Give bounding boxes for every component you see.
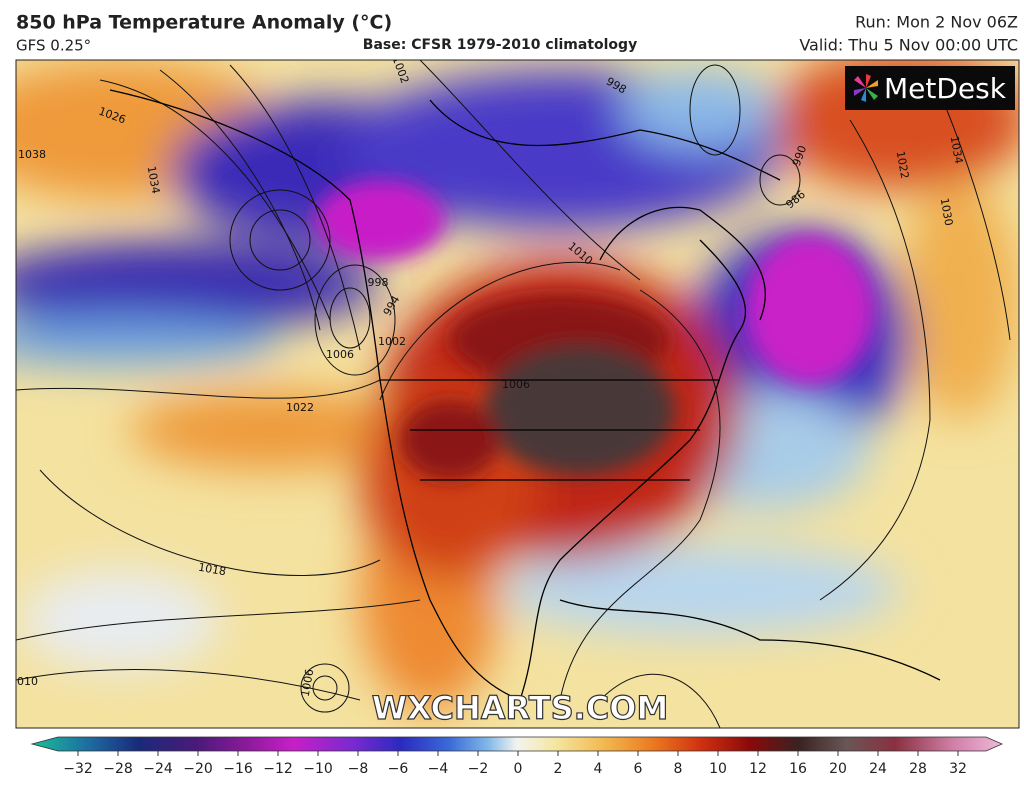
- colorbar-tick-label: 32: [949, 761, 967, 777]
- isobar-label: 1034: [145, 165, 163, 195]
- map: MetDesk 10261038103410221018100610029989…: [10, 60, 1019, 728]
- colorbar-tick-label: −24: [143, 761, 173, 777]
- map-frame: [15, 59, 1020, 729]
- colorbar-tick-label: 2: [554, 761, 563, 777]
- colorbar-tick-label: 28: [909, 761, 927, 777]
- title: 850 hPa Temperature Anomaly (°C): [16, 12, 392, 34]
- logo: MetDesk: [884, 72, 1007, 105]
- isobar-label: 1006: [326, 348, 354, 361]
- valid-label: Valid: Thu 5 Nov 00:00 UTC: [799, 36, 1018, 55]
- base-label: Base: CFSR 1979-2010 climatology: [363, 37, 637, 53]
- colorbar: [30, 736, 1003, 752]
- colorbar-tick-label: 0: [514, 761, 523, 777]
- isobar-label: 1022: [894, 150, 912, 180]
- watermark: WXCHARTS.COM: [372, 689, 669, 727]
- isobar-label: 1018: [197, 561, 227, 579]
- isobar-label: 1034: [948, 135, 966, 165]
- isobar-label: 1006: [299, 668, 317, 698]
- colorbar-tick-label: 4: [594, 761, 603, 777]
- model-label: GFS 0.25°: [16, 37, 91, 55]
- isobar-label: 998: [368, 276, 389, 289]
- isobar-label: 1030: [938, 197, 956, 227]
- colorbar-tick-label: 24: [869, 761, 887, 777]
- isobar-label: 1038: [18, 148, 46, 161]
- colorbar-tick-label: 6: [634, 761, 643, 777]
- colorbar-tick-label: 12: [749, 761, 767, 777]
- colorbar-tick-label: −10: [303, 761, 333, 777]
- colorbar-tick-label: 16: [789, 761, 807, 777]
- colorbar-tick-label: 10: [709, 761, 727, 777]
- colorbar-tick-label: 20: [829, 761, 847, 777]
- isobar-label: 1022: [286, 401, 314, 414]
- colorbar-tick-label: −12: [263, 761, 293, 777]
- colorbar-tick-label: −2: [468, 761, 489, 777]
- colorbar-tick-label: −28: [103, 761, 133, 777]
- colorbar-tick-label: −6: [388, 761, 409, 777]
- isobar-label: 1006: [502, 378, 530, 391]
- colorbar-tick-label: −16: [223, 761, 253, 777]
- colorbar-tick-label: −4: [428, 761, 449, 777]
- isobar-label: 1010: [10, 675, 38, 688]
- isobar-label: 1002: [378, 335, 406, 348]
- colorbar-tick-label: −20: [183, 761, 213, 777]
- colorbar-tick-label: −32: [63, 761, 93, 777]
- colorbar-tick-label: 8: [674, 761, 683, 777]
- colorbar-tick-label: −8: [348, 761, 369, 777]
- run-label: Run: Mon 2 Nov 06Z: [855, 13, 1018, 32]
